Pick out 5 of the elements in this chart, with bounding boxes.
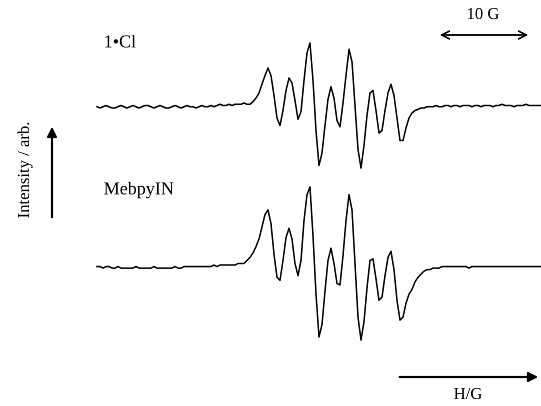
x-axis-title: H/G [454, 388, 482, 400]
text: 1•Cl [105, 34, 136, 48]
y-axis-title: Intensity / arb. [17, 122, 33, 218]
text: MebpyIN [104, 182, 174, 198]
text: 10 G [468, 8, 499, 20]
